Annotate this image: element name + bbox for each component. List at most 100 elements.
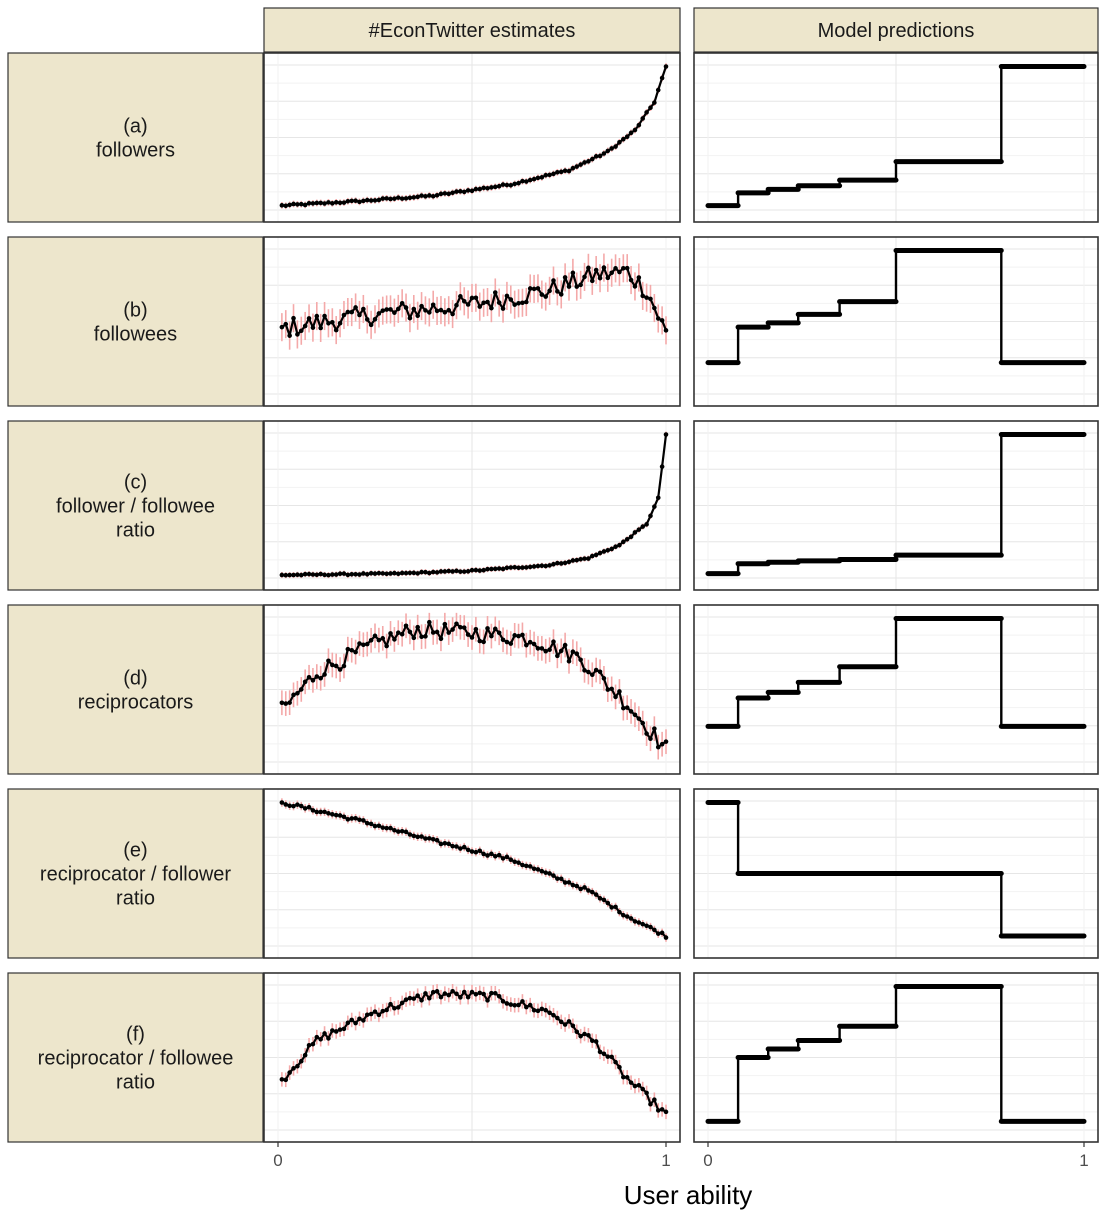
estimate-point xyxy=(624,705,630,710)
estimate-point xyxy=(333,200,339,205)
estimate-point xyxy=(395,829,401,834)
estimate-point xyxy=(578,556,583,562)
estimate-point xyxy=(655,495,661,501)
estimate-point xyxy=(562,1022,568,1027)
estimate-point xyxy=(411,195,417,200)
estimate-point xyxy=(489,851,494,857)
estimate-point xyxy=(411,570,417,576)
estimate-point xyxy=(516,565,521,571)
estimate-point xyxy=(589,889,595,895)
estimate-point xyxy=(349,571,355,577)
estimate-point xyxy=(368,1011,374,1017)
estimate-point xyxy=(566,880,572,885)
estimate-point xyxy=(407,832,413,837)
estimate-point xyxy=(380,571,386,576)
estimate-point xyxy=(516,860,521,865)
estimate-point xyxy=(500,856,506,861)
estimate-point xyxy=(349,309,355,315)
estimate-point xyxy=(570,649,576,655)
estimate-point xyxy=(415,571,420,576)
estimate-point xyxy=(574,284,580,289)
estimate-point xyxy=(364,1012,370,1018)
estimate-point xyxy=(392,570,397,576)
estimate-point xyxy=(461,844,467,850)
estimate-point xyxy=(663,432,669,437)
estimate-point xyxy=(589,156,595,162)
estimate-point xyxy=(326,658,331,664)
estimate-point xyxy=(372,633,378,639)
estimate-point xyxy=(551,171,556,177)
estimate-point xyxy=(465,847,471,853)
estimate-point xyxy=(295,802,300,807)
estimate-point xyxy=(586,1033,591,1038)
estimate-point xyxy=(450,311,455,317)
estimate-point xyxy=(477,990,483,996)
estimate-point xyxy=(628,130,634,136)
estimate-point xyxy=(353,198,358,203)
estimate-point xyxy=(388,631,393,636)
estimate-point xyxy=(473,991,479,997)
estimate-point xyxy=(531,1007,537,1013)
estimate-point xyxy=(527,286,533,291)
estimate-point xyxy=(593,154,599,159)
estimate-point xyxy=(376,637,382,643)
estimate-point xyxy=(465,569,471,574)
estimate-point xyxy=(380,308,386,313)
estimate-point xyxy=(485,626,490,631)
estimate-point xyxy=(520,999,525,1004)
row-strip-0: (a)followers xyxy=(7,52,264,223)
estimate-point xyxy=(558,561,564,566)
estimate-point xyxy=(605,1054,611,1059)
estimate-point xyxy=(341,312,347,318)
estimate-point xyxy=(395,306,401,312)
estimate-point xyxy=(364,641,370,647)
estimate-point xyxy=(582,160,587,165)
estimate-point xyxy=(384,571,389,577)
row-strip-label: (c) xyxy=(124,472,147,494)
row-strip-label: follower / followee xyxy=(56,496,215,518)
estimate-point xyxy=(446,191,452,197)
estimate-point xyxy=(287,202,292,208)
estimate-point xyxy=(516,1002,521,1008)
estimate-point xyxy=(566,559,572,565)
estimate-point xyxy=(450,569,455,574)
estimate-point xyxy=(609,686,614,692)
estimate-point xyxy=(310,808,316,813)
estimate-point xyxy=(411,996,417,1001)
estimate-point xyxy=(442,569,448,574)
estimate-point xyxy=(442,991,448,996)
panel-border xyxy=(693,420,1099,591)
estimate-point xyxy=(310,678,316,683)
estimate-point xyxy=(628,277,634,283)
estimate-point xyxy=(361,306,366,312)
estimate-point xyxy=(302,571,308,577)
estimate-point xyxy=(504,182,510,188)
estimate-point xyxy=(547,288,552,294)
estimate-point xyxy=(535,1008,541,1014)
estimate-point xyxy=(341,1026,347,1032)
estimate-point xyxy=(663,739,669,744)
estimate-point xyxy=(644,110,649,115)
estimate-point xyxy=(609,146,614,151)
estimate-point xyxy=(535,867,541,872)
estimate-point xyxy=(403,570,409,576)
estimate-point xyxy=(644,1090,649,1096)
estimate-point xyxy=(504,565,510,571)
estimate-point xyxy=(477,848,483,854)
estimate-point xyxy=(489,633,494,639)
estimate-point xyxy=(485,998,490,1003)
estimate-point xyxy=(423,194,428,199)
estimate-point xyxy=(427,310,432,315)
estimate-point xyxy=(434,192,440,198)
estimate-point xyxy=(473,626,479,632)
estimate-point xyxy=(492,290,498,295)
panel-border xyxy=(263,420,681,591)
estimate-point xyxy=(333,1029,339,1034)
column-strip-bg xyxy=(693,7,1099,53)
estimate-point xyxy=(621,705,626,711)
estimate-point xyxy=(392,196,397,201)
estimate-point xyxy=(298,572,304,578)
estimate-point xyxy=(624,536,630,542)
estimate-point xyxy=(438,994,444,1000)
